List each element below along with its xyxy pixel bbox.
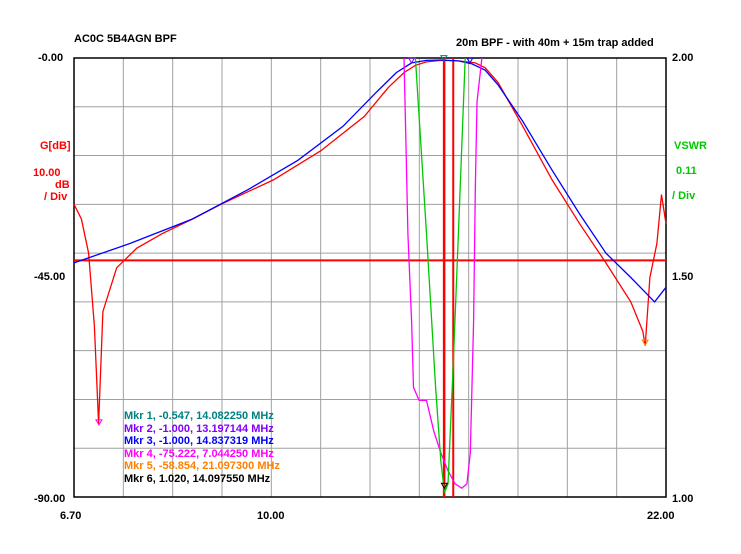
marker-point-4 — [95, 419, 103, 426]
x-tick-start: 6.70 — [60, 510, 82, 522]
series-line-2 — [73, 59, 667, 303]
right-axis-title: VSWR — [674, 140, 707, 152]
marker-point-3 — [465, 57, 474, 64]
marker-readout-2: Mkr 2, -1.000, 13.197144 MHz — [124, 422, 274, 435]
series-line-3 — [403, 57, 483, 490]
chart-subtitle: 20m BPF - with 40m + 15m trap added — [456, 37, 654, 49]
marker-readout-6: Mkr 6, 1.020, 14.097550 MHz — [124, 472, 271, 485]
marker-readout-list: Mkr 1, -0.547, 14.082250 MHz Mkr 2, -1.0… — [124, 410, 280, 485]
marker-point-2 — [407, 57, 416, 64]
x-tick-mid: 10.00 — [257, 510, 285, 522]
marker-point-6 — [440, 482, 449, 490]
marker-readout-3: Mkr 3, -1.000, 14.837319 MHz — [124, 435, 274, 447]
right-axis-scale: 0.11 — [676, 165, 697, 177]
x-tick-end: 22.00 — [647, 510, 675, 522]
marker-readout-4: Mkr 4, -75.222, 7.044250 MHz — [124, 447, 274, 460]
series-line-4 — [414, 57, 466, 493]
right-tick-top: 2.00 — [672, 52, 694, 64]
left-tick-mid: -45.00 — [34, 271, 66, 283]
marker-readout-1: Mkr 1, -0.547, 14.082250 MHz — [124, 410, 274, 422]
left-tick-top: -0.00 — [38, 52, 64, 64]
right-axis-per-div: / Div — [672, 190, 696, 202]
chart-title: AC0C 5B4AGN BPF — [74, 33, 177, 45]
right-tick-bottom: 1.00 — [672, 493, 694, 505]
left-axis-per-div: / Div — [44, 191, 68, 203]
left-axis-scale: 10.00 — [33, 167, 61, 179]
left-axis-scale-unit: dB — [55, 179, 70, 191]
plot-frame — [73, 57, 667, 498]
left-axis-title-unit: G[dB] — [40, 140, 71, 152]
marker-point-5 — [641, 339, 650, 347]
marker-readout-5: Mkr 5, -58.854, 21.097300 MHz — [124, 460, 280, 472]
right-tick-mid: 1.50 — [672, 271, 694, 283]
left-tick-bottom: -90.00 — [34, 493, 66, 505]
series-line-1 — [73, 59, 667, 424]
marker-point-1 — [439, 55, 448, 62]
